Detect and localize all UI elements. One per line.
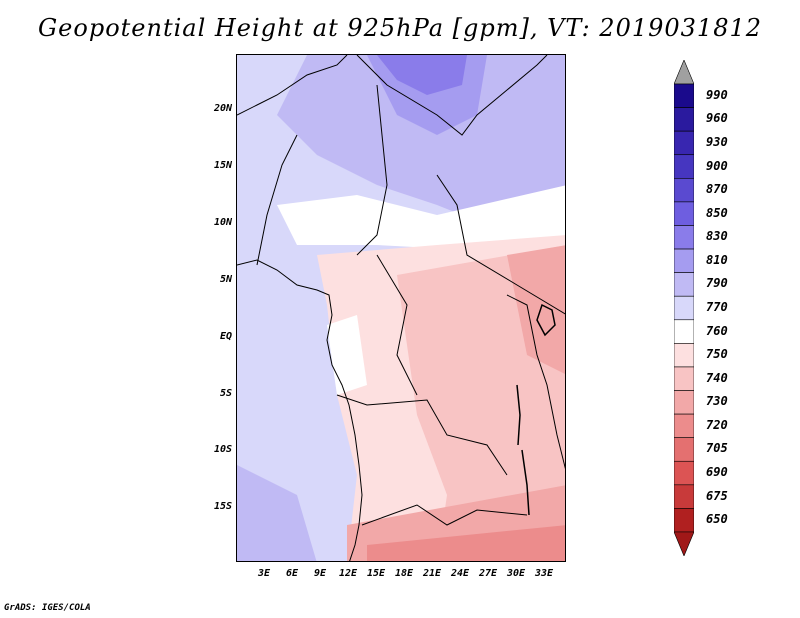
- lat-label-eq: EQ: [219, 331, 232, 342]
- lat-label-5s: 5S: [219, 388, 232, 399]
- colorbar-swatch: [674, 484, 694, 509]
- lon-label-24e: 24E: [450, 568, 470, 579]
- colorbar-label: 650: [706, 512, 728, 527]
- colorbar-label: 770: [706, 300, 728, 314]
- southmost-low-shade: [367, 525, 565, 561]
- colorbar-label: 750: [706, 347, 728, 362]
- lon-label-12e: 12E: [338, 568, 358, 579]
- colorbar-swatch: [674, 272, 694, 297]
- lakes: [516, 303, 556, 516]
- lat-label-20n: 20N: [213, 103, 232, 114]
- lat-label-10s: 10S: [213, 444, 232, 455]
- lon-label-21e: 21E: [422, 568, 442, 579]
- colorbar-label: 830: [706, 229, 728, 244]
- lon-label-33e: 33E: [534, 568, 554, 579]
- colorbar-swatch: [674, 508, 694, 533]
- map-canvas: [237, 55, 565, 561]
- colorbar-top-arrow: [674, 60, 694, 85]
- lon-label-30e: 30E: [506, 568, 526, 579]
- colorbar-swatch: [674, 178, 694, 203]
- colorbar-label: 690: [706, 465, 728, 480]
- north-high-shade: [277, 55, 565, 225]
- coastlines: [237, 55, 565, 561]
- lon-label-6e: 6E: [285, 568, 299, 579]
- colorbar: [674, 60, 694, 556]
- colorbar-swatch: [674, 130, 694, 156]
- lon-label-15e: 15E: [366, 568, 386, 579]
- colorbar-swatch: [674, 460, 694, 486]
- grads-credit: GrADS: IGES/COLA: [4, 603, 91, 613]
- colorbar-swatch: [674, 413, 694, 438]
- sw-ocean-shade: [237, 465, 317, 561]
- colorbar-swatch: [674, 366, 694, 391]
- colorbar-swatch: [674, 319, 694, 344]
- colorbar-swatch: [674, 248, 694, 273]
- libya-high-shade: [377, 55, 467, 95]
- colorbar-label: 730: [706, 394, 728, 409]
- lon-label-27e: 27E: [478, 568, 498, 579]
- colorbar-label: 790: [706, 276, 728, 291]
- lon-label-3e: 3E: [257, 568, 271, 579]
- colorbar-swatch: [674, 295, 694, 321]
- lon-label-18e: 18E: [394, 568, 414, 579]
- lat-label-5n: 5N: [219, 274, 232, 285]
- rift-low-shade: [507, 245, 565, 374]
- colorbar-swatch: [674, 390, 694, 415]
- map-panel: [236, 54, 566, 562]
- colorbar-swatch: [674, 201, 694, 226]
- lat-label-15n: 15N: [213, 160, 232, 171]
- colorbar-label: 720: [706, 417, 728, 432]
- sahel-white-shade: [277, 185, 565, 255]
- colorbar-label: 760: [706, 323, 728, 338]
- colorbar-label: 870: [706, 182, 728, 197]
- lat-label-10n: 10N: [213, 217, 232, 228]
- colorbar-label: 990: [706, 87, 728, 102]
- colorbar-swatch: [674, 83, 694, 108]
- lat-label-15s: 15S: [213, 501, 232, 512]
- colorbar-swatch: [674, 107, 694, 132]
- map-title: Geopotential Height at 925hPa [gpm], VT:…: [38, 14, 762, 42]
- colorbar-label: 930: [706, 134, 728, 149]
- colorbar-swatch: [674, 343, 694, 368]
- colorbar-swatch: [674, 225, 694, 250]
- colorbar-label: 675: [706, 488, 728, 503]
- colorbar-label: 740: [706, 370, 728, 385]
- colorbar-swatch: [674, 437, 694, 462]
- colorbar-label: 850: [706, 205, 728, 220]
- colorbar-bottom-arrow: [674, 531, 694, 556]
- lon-label-9e: 9E: [313, 568, 327, 579]
- colorbar-label: 900: [706, 158, 728, 173]
- colorbar-label: 810: [706, 252, 728, 267]
- colorbar-label: 705: [706, 441, 728, 456]
- colorbar-label: 960: [706, 111, 728, 126]
- colorbar-swatch: [674, 154, 694, 179]
